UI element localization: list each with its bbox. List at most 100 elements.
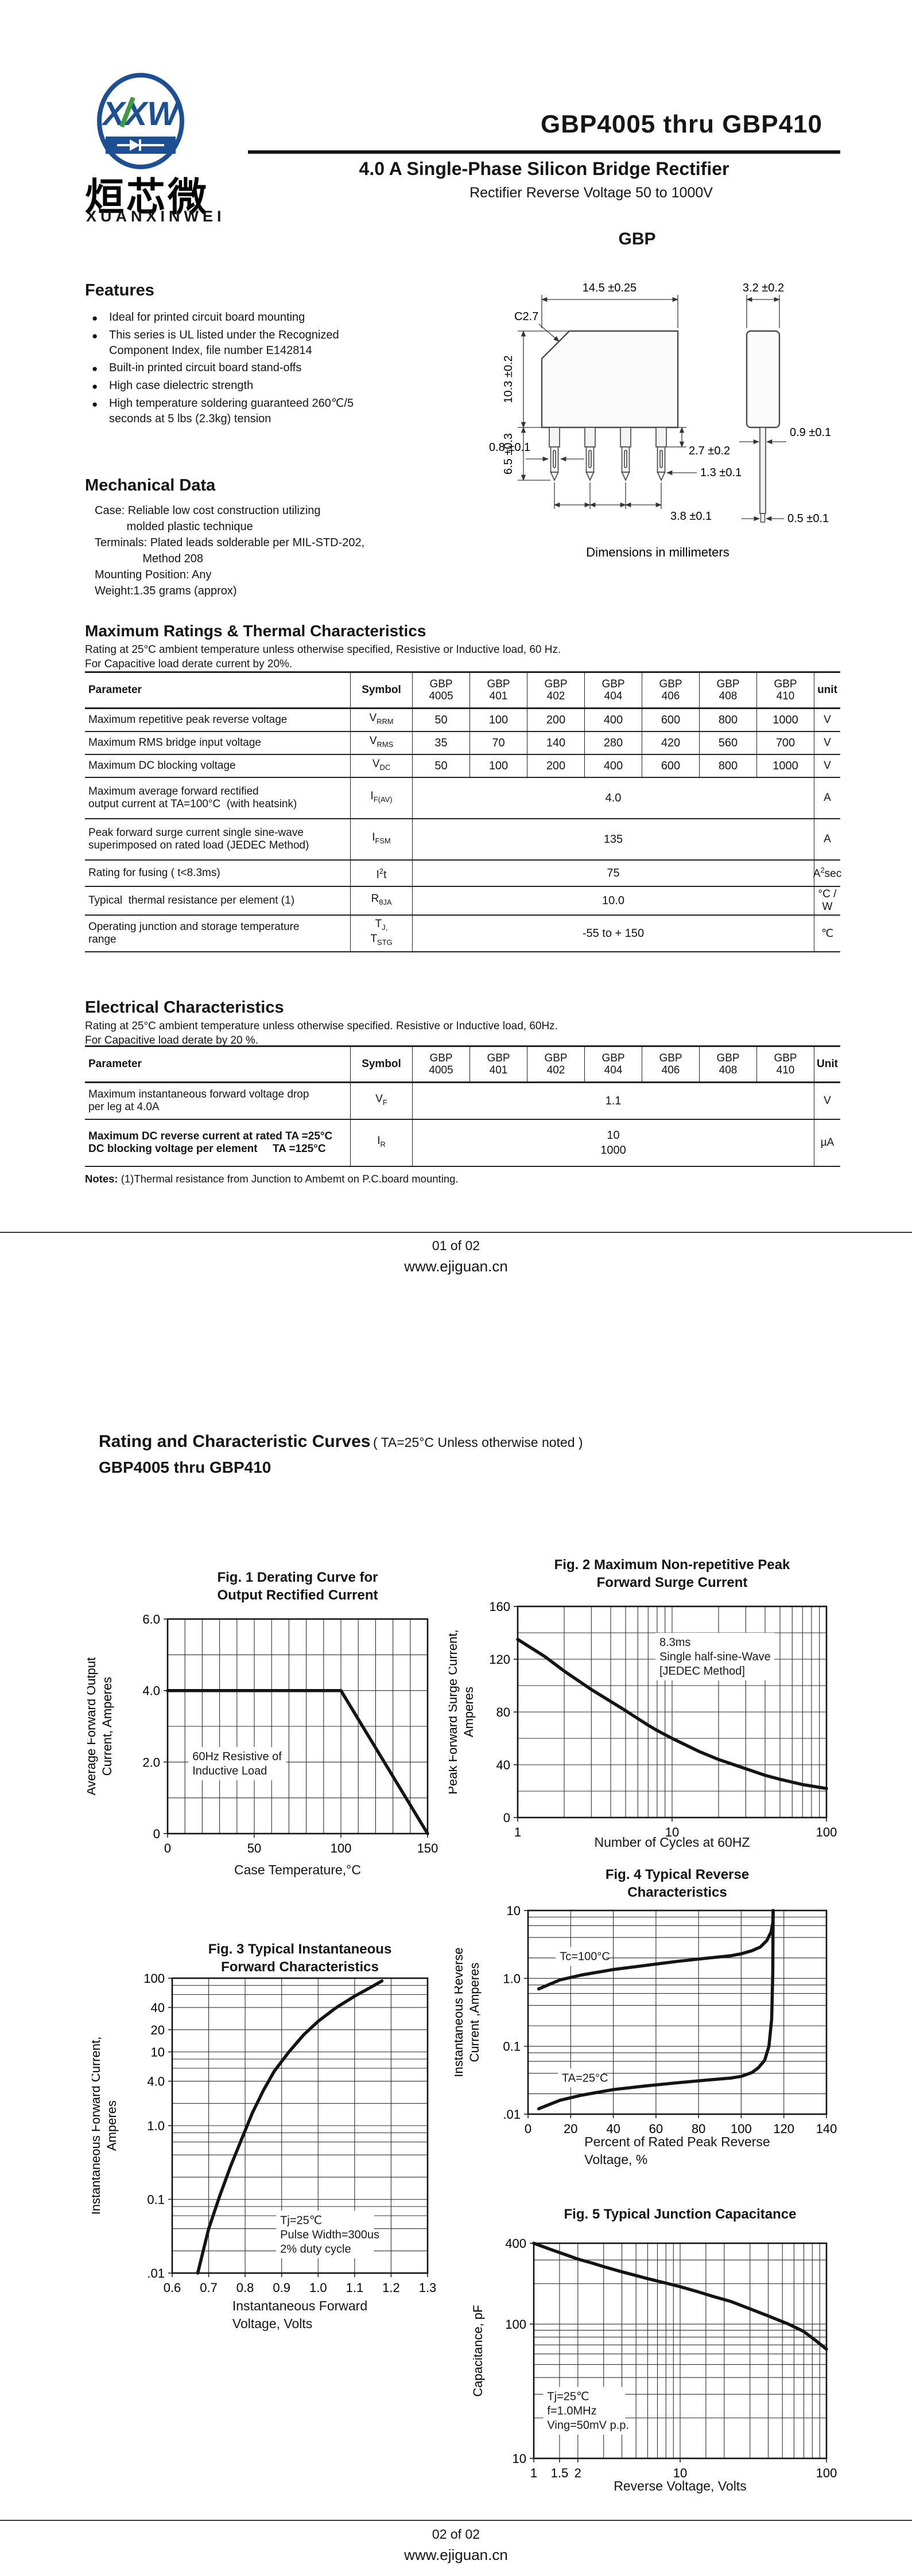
svg-text:Tj=25℃: Tj=25℃ xyxy=(547,2391,589,2403)
device-column-header: GBP 4005 xyxy=(412,673,469,707)
svg-text:0: 0 xyxy=(525,2122,531,2136)
svg-text:Average Forward Output: Average Forward Output xyxy=(87,1657,98,1796)
brand-latin: XUANXINWEI xyxy=(86,208,226,225)
svg-text:Tj=25℃: Tj=25℃ xyxy=(280,2214,322,2227)
svg-text:Instantaneous Forward Current,: Instantaneous Forward Current, xyxy=(92,2037,103,2215)
value-cell: 400 xyxy=(584,709,642,731)
symbol-cell: VF xyxy=(350,1083,412,1119)
feature-text: This series is UL listed under the Recog… xyxy=(109,329,339,357)
svg-text:1: 1 xyxy=(530,2466,537,2480)
value-cell: 10.0 xyxy=(412,887,814,915)
footer-page-number-1: 01 of 02 xyxy=(432,1238,480,1253)
value-cell: 400 xyxy=(584,755,642,777)
dim-top-width: 14.5 ±0.25 xyxy=(583,282,637,294)
symbol-cell: IR xyxy=(350,1120,412,1166)
company-logo-icon: XXW xyxy=(97,73,184,169)
svg-text:140: 140 xyxy=(816,2122,837,2136)
device-column-header: GBP 410 xyxy=(756,1047,814,1081)
table-row: Rating for fusing ( t<8.3ms) I2t 75 A2sec xyxy=(85,861,841,887)
svg-text:2% duty cycle: 2% duty cycle xyxy=(280,2243,351,2255)
mechanical-data: Case: Reliable low cost construction uti… xyxy=(95,504,365,597)
curves-heading-bold: Rating and Characteristic Curves xyxy=(99,1432,371,1451)
svg-text:Amperes: Amperes xyxy=(461,1687,476,1737)
svg-text:Peak Forward Surge Current,: Peak Forward Surge Current, xyxy=(449,1629,460,1794)
ratings-condition-1: Rating at 25°C ambient temperature unles… xyxy=(85,644,561,656)
package-dimensions-diagram: 14.5 ±0.25 C2.7 10.3 ±0.2 6.5 ±0.3 0.8 ±… xyxy=(489,282,831,559)
svg-text:Amperes: Amperes xyxy=(104,2100,119,2151)
electrical-table: Parameter Symbol GBP 4005 GBP 401 GBP 402 GBP… xyxy=(85,1045,840,1167)
value-cell: 100 xyxy=(469,755,527,777)
chart-title-fig2: Fig. 2 Maximum Non-repetitive Peak Forwar… xyxy=(554,1557,790,1590)
parameter-cell: Operating junction and storage temperatu… xyxy=(88,921,300,945)
curves-heading-note: ( TA=25°C Unless otherwise noted ) xyxy=(372,1435,583,1450)
svg-text:120: 120 xyxy=(489,1652,510,1667)
parameter-cell: Peak forward surge current single sine-w… xyxy=(88,827,309,851)
value-cell: 600 xyxy=(642,755,699,777)
svg-text:8.3ms: 8.3ms xyxy=(659,1636,690,1649)
chart-xlabel-fig4: Percent of Rated Peak Reverse Voltage, % xyxy=(584,2134,770,2167)
symbol-cell: VRMS xyxy=(350,732,412,754)
svg-text:20: 20 xyxy=(564,2122,577,2136)
unit-cell: µA xyxy=(814,1120,840,1166)
chart-fig1: 60Hz Resistive of Inductive Load 0 50 100 150… xyxy=(87,1612,438,1855)
feature-text: Ideal for printed circuit board mounting xyxy=(109,311,305,324)
features-list: ● Ideal for printed circuit board mountin… xyxy=(92,310,494,429)
value-cell: 1000 xyxy=(756,709,814,731)
svg-text:100: 100 xyxy=(143,1971,165,1986)
notes-text: (1)Thermal resistance from Junction to A… xyxy=(118,1173,459,1185)
svg-text:100: 100 xyxy=(731,2122,752,2136)
parameter-cell: Maximum average forward rectified output… xyxy=(88,785,297,810)
footer-website-1: www.ejiguan.cn xyxy=(404,1258,508,1275)
bullet-icon: ● xyxy=(92,313,98,324)
feature-text: Built-in printed circuit board stand-off… xyxy=(109,361,302,374)
package-name: GBP xyxy=(618,229,656,248)
dim-lead-width: 0.8 ±0.1 xyxy=(489,441,530,454)
chart-xlabel-fig2: Number of Cycles at 60HZ xyxy=(594,1835,750,1850)
svg-text:100: 100 xyxy=(331,1841,352,1855)
svg-text:10: 10 xyxy=(151,2045,165,2060)
svg-text:60: 60 xyxy=(649,2122,663,2136)
table-header-row: Parameter Symbol GBP 4005 GBP 401 GBP 402 GBP… xyxy=(85,673,840,709)
table-row: Peak forward surge current single sine-w… xyxy=(85,819,840,861)
svg-text:50: 50 xyxy=(247,1841,261,1855)
unit-cell: V xyxy=(814,755,840,777)
electrical-heading: Electrical Characteristics xyxy=(85,998,284,1017)
svg-text:1: 1 xyxy=(514,1825,521,1839)
dim-chamfer: C2.7 xyxy=(514,310,538,323)
unit-cell: ℃ xyxy=(814,916,840,951)
device-column-header: GBP 404 xyxy=(584,1047,642,1081)
value-cell: 75 xyxy=(412,861,814,886)
value-cell: 700 xyxy=(756,732,814,754)
unit-cell: A xyxy=(814,778,840,818)
title-rule xyxy=(248,150,840,154)
value-cell: 420 xyxy=(642,732,699,754)
dim-shoulder: 2.7 ±0.2 xyxy=(689,445,730,457)
device-column-header: GBP 4005 xyxy=(412,1047,469,1081)
svg-text:10: 10 xyxy=(673,2466,687,2480)
table-row: Maximum DC blocking voltage VDC 50 100 200 40… xyxy=(85,755,840,778)
feature-item: ● High temperature soldering guaranteed 2… xyxy=(92,396,494,427)
svg-text:0.1: 0.1 xyxy=(147,2193,165,2207)
value-cell: 1000 xyxy=(756,755,814,777)
svg-text:20: 20 xyxy=(151,2023,165,2037)
features-heading: Features xyxy=(85,281,154,299)
chart-title-fig3: Fig. 3 Typical Instantaneous Forward Char… xyxy=(208,1941,392,1975)
svg-text:40: 40 xyxy=(606,2122,620,2136)
svg-text:Inductive Load: Inductive Load xyxy=(192,1765,267,1777)
svg-text:2.0: 2.0 xyxy=(142,1755,160,1769)
chart-title-fig4: Fig. 4 Typical Reverse Characteristics xyxy=(605,1867,750,1900)
parameter-cell: Maximum RMS bridge input voltage xyxy=(88,737,261,749)
svg-text:Current ,Amperes: Current ,Amperes xyxy=(467,1963,482,2063)
svg-text:0.1: 0.1 xyxy=(503,2040,521,2054)
svg-text:150: 150 xyxy=(417,1841,438,1855)
dim-tip: 1.3 ±0.1 xyxy=(700,466,742,479)
unit-cell: A xyxy=(814,819,840,859)
ratings-condition-2: For Capacitive load derate current by 20… xyxy=(85,658,293,670)
package-leads xyxy=(549,427,667,482)
ratings-table: Parameter Symbol GBP 4005 GBP 401 GBP 402 GBP… xyxy=(85,671,841,952)
svg-text:60Hz Resistive of: 60Hz Resistive of xyxy=(192,1750,282,1763)
mechanical-heading: Mechanical Data xyxy=(85,476,216,495)
dim-lead-thick: 0.9 ±0.1 xyxy=(790,426,831,439)
symbol-cell: IF(AV) xyxy=(350,778,412,818)
